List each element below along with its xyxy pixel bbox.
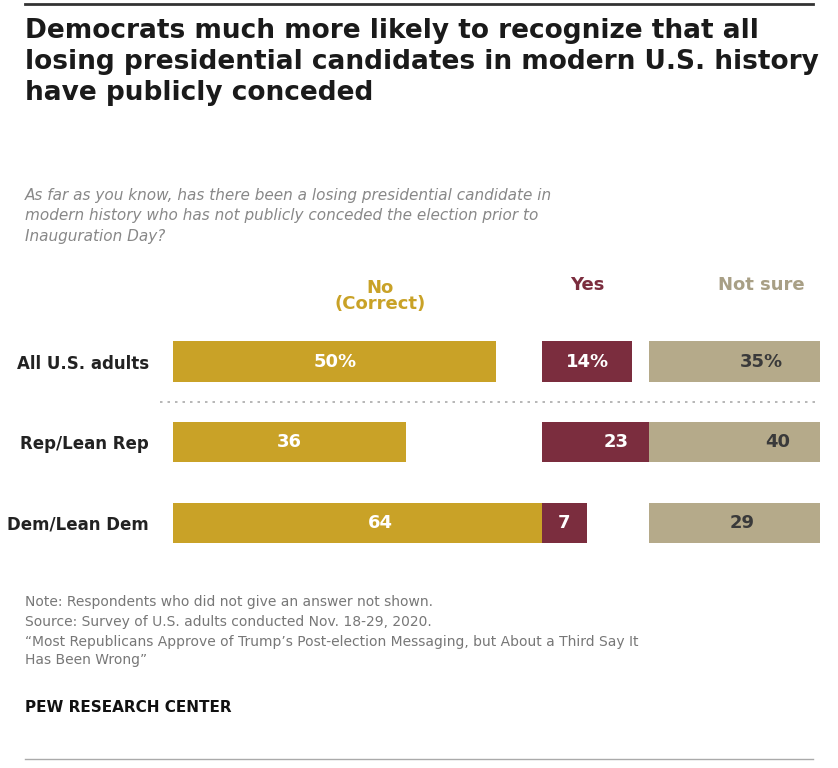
Text: 7: 7 (558, 514, 571, 531)
Text: Source: Survey of U.S. adults conducted Nov. 18-29, 2020.: Source: Survey of U.S. adults conducted … (25, 615, 432, 629)
Text: As far as you know, has there been a losing presidential candidate in
modern his: As far as you know, has there been a los… (25, 188, 552, 243)
Text: Democrats much more likely to recognize that all
losing presidential candidates : Democrats much more likely to recognize … (25, 18, 819, 106)
Text: 14%: 14% (566, 353, 608, 370)
Text: 64: 64 (368, 514, 392, 531)
Bar (649, 502, 836, 543)
Text: No: No (366, 279, 394, 297)
Bar (173, 422, 406, 462)
Bar (173, 502, 587, 543)
Bar (173, 342, 496, 382)
Bar (541, 422, 691, 462)
Bar (649, 422, 838, 462)
Bar (541, 502, 587, 543)
Text: “Most Republicans Approve of Trump’s Post-election Messaging, but About a Third : “Most Republicans Approve of Trump’s Pos… (25, 635, 639, 667)
Text: 40: 40 (765, 433, 790, 451)
Text: 29: 29 (730, 514, 755, 531)
Bar (541, 342, 633, 382)
Bar (649, 342, 838, 382)
Text: 23: 23 (603, 433, 628, 451)
Text: Not sure: Not sure (718, 276, 805, 294)
Text: 36: 36 (277, 433, 302, 451)
Text: Yes: Yes (570, 276, 604, 294)
Text: 50%: 50% (313, 353, 356, 370)
Text: PEW RESEARCH CENTER: PEW RESEARCH CENTER (25, 700, 231, 715)
Text: Note: Respondents who did not give an answer not shown.: Note: Respondents who did not give an an… (25, 595, 433, 609)
Text: 35%: 35% (740, 353, 784, 370)
Text: (Correct): (Correct) (334, 295, 426, 313)
